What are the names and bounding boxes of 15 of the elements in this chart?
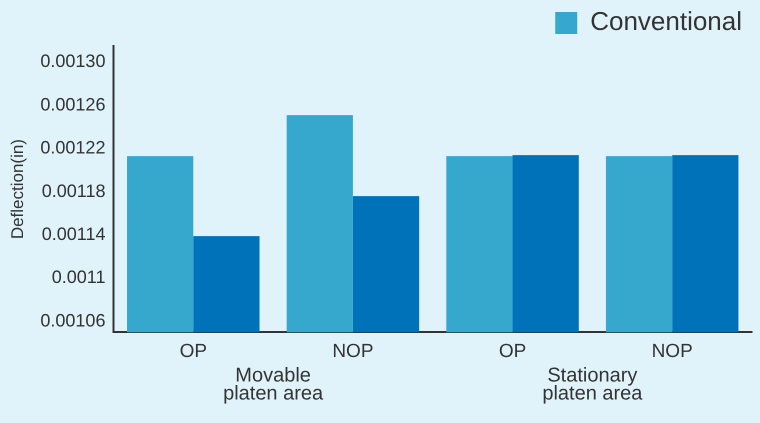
y-tick-label: 0.00118 (42, 180, 106, 201)
x-tick-label: NOP (652, 340, 693, 362)
x-tick-label: OP (498, 340, 526, 362)
legend-label: Conventional (590, 6, 742, 36)
x-tick-label: OP (180, 340, 208, 362)
y-axis-title: Deflection(in) (8, 139, 27, 240)
y-tick-label: 0.00122 (40, 138, 106, 158)
text: Stationary platen area (542, 364, 644, 405)
text: Movable platen area (223, 364, 324, 405)
y-tick-label: 0.00106 (40, 310, 106, 330)
y-tick-label: 0.00126 (40, 94, 106, 114)
x-tick-label: NOP (332, 340, 374, 362)
y-tick-label: 0.00130 (40, 51, 106, 72)
y-tick-label: 0.0011 (52, 267, 106, 288)
y-tick-label: 0.00114 (42, 224, 106, 244)
